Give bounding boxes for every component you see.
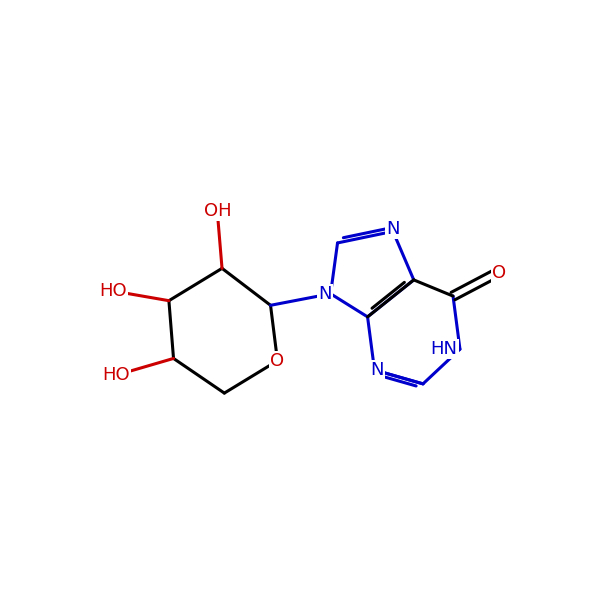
Text: O: O bbox=[271, 352, 284, 370]
Text: HO: HO bbox=[102, 365, 130, 383]
Text: N: N bbox=[370, 361, 383, 379]
Text: N: N bbox=[319, 285, 332, 303]
Text: N: N bbox=[386, 220, 400, 238]
Text: O: O bbox=[492, 264, 506, 282]
Text: OH: OH bbox=[203, 202, 231, 220]
Text: HN: HN bbox=[431, 340, 458, 358]
Text: HO: HO bbox=[100, 283, 127, 301]
